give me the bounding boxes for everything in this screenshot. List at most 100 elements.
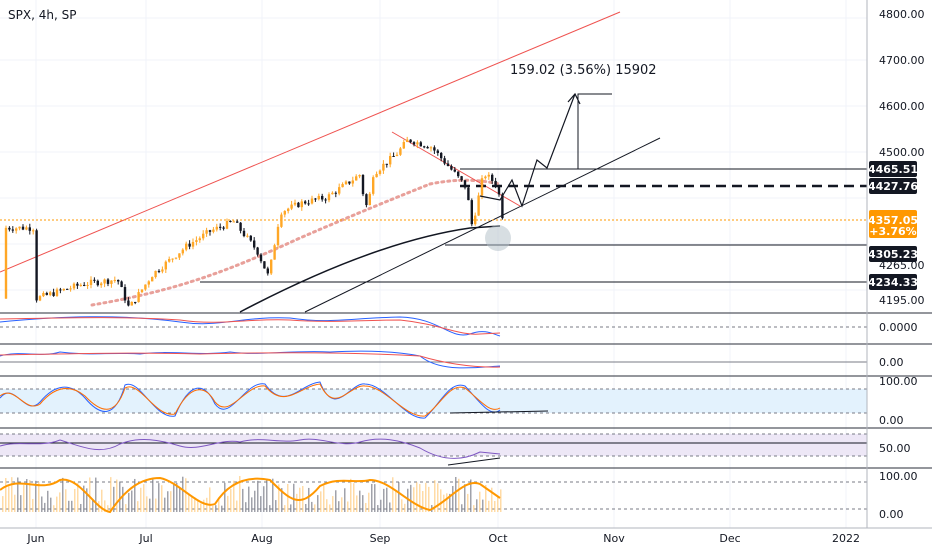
- candle-body: [229, 220, 232, 222]
- momentum-bar: [68, 500, 70, 512]
- momentum-bar: [446, 493, 448, 512]
- candle-body: [429, 147, 433, 149]
- momentum-bar: [5, 477, 7, 512]
- momentum-bar: [176, 482, 178, 512]
- measure-tool[interactable]: [577, 93, 612, 169]
- momentum-bar: [329, 504, 331, 512]
- candle-body: [147, 281, 150, 285]
- momentum-bar: [461, 504, 463, 512]
- candle-body: [242, 230, 246, 237]
- momentum-bar: [47, 490, 49, 512]
- osc1-fast-line: [0, 316, 501, 337]
- momentum-bar: [383, 488, 385, 512]
- momentum-bar: [215, 505, 217, 512]
- x-tick-label: Jul: [138, 532, 152, 545]
- momentum-bar: [185, 478, 187, 512]
- candle-body: [49, 292, 52, 295]
- x-tick-label: Sep: [370, 532, 391, 545]
- momentum-bar: [86, 488, 88, 512]
- momentum-bar: [230, 489, 232, 512]
- trend-line-lower[interactable]: [304, 137, 661, 313]
- candles: [4, 136, 504, 307]
- candle-body: [144, 284, 147, 290]
- candle-body: [382, 163, 385, 171]
- momentum-bar: [425, 482, 427, 512]
- candle-body: [15, 228, 18, 231]
- price-axis[interactable]: 4800.00 4700.00 4600.00 4500.00 4265.00 …: [866, 0, 925, 528]
- candle-body: [140, 289, 144, 293]
- candle-body: [378, 170, 382, 174]
- candle-body: [484, 176, 487, 179]
- candle-body: [266, 268, 269, 274]
- candle-body: [93, 279, 96, 281]
- candle-body: [32, 230, 35, 232]
- momentum-bar: [41, 496, 43, 512]
- candle-body: [355, 176, 358, 181]
- momentum-bar: [155, 498, 157, 512]
- candle-body: [487, 174, 490, 177]
- candle-body: [368, 193, 371, 206]
- candle-body: [96, 280, 99, 286]
- price-tag: [869, 246, 917, 262]
- momentum-bar: [470, 479, 472, 512]
- momentum-bar: [146, 496, 148, 512]
- momentum-bar: [389, 502, 391, 512]
- momentum-bar: [11, 477, 13, 512]
- momentum-bar: [323, 485, 325, 512]
- momentum-bar: [272, 478, 274, 512]
- oscillator-1-pane: [0, 316, 867, 337]
- projection-path[interactable]: [479, 93, 576, 208]
- candle-body: [66, 288, 69, 290]
- momentum-bar: [482, 499, 484, 512]
- momentum-bar: [113, 486, 115, 512]
- momentum-bar: [344, 488, 346, 512]
- price-tags: 4465.51 4427.76 4357.05+3.76% 4305.23 4234.3…: [868, 161, 918, 290]
- y-tick-label: 4265.00: [879, 259, 925, 272]
- stoch-trend-line: [449, 410, 549, 414]
- momentum-bar: [74, 488, 76, 512]
- momentum-bar: [500, 489, 502, 512]
- candle-body: [270, 259, 273, 274]
- candle-body: [440, 152, 443, 159]
- candle-body: [117, 279, 120, 282]
- candle-body: [327, 194, 331, 201]
- candle-body: [62, 288, 65, 291]
- y-tick-label: 4195.00: [879, 294, 925, 307]
- momentum-bar: [116, 479, 118, 512]
- momentum-bar: [179, 487, 181, 512]
- momentum-bar: [374, 484, 376, 512]
- momentum-bar: [401, 499, 403, 512]
- momentum-bar: [218, 498, 220, 512]
- x-tick-label: Dec: [719, 532, 740, 545]
- x-tick-label: Aug: [251, 532, 272, 545]
- momentum-bar: [380, 499, 382, 512]
- momentum-bar: [365, 502, 367, 512]
- momentum-bar: [407, 488, 409, 512]
- momentum-bar: [416, 482, 418, 512]
- momentum-bar: [254, 490, 256, 512]
- candle-body: [205, 230, 208, 234]
- osc2-slow-line: [0, 352, 501, 368]
- momentum-bar: [449, 493, 451, 512]
- time-axis[interactable]: Jun Jul Aug Sep Oct Nov Dec 2022: [0, 527, 932, 545]
- measure-annotation: 159.02 (3.56%) 15902: [510, 63, 657, 78]
- momentum-bar: [317, 495, 319, 512]
- momentum-bar: [65, 489, 67, 512]
- candle-body: [412, 142, 416, 145]
- candle-body: [123, 287, 127, 301]
- candle-body: [460, 176, 463, 181]
- candle-body: [171, 258, 174, 260]
- momentum-bar: [152, 479, 154, 512]
- momentum-bar: [491, 487, 493, 512]
- x-tick-label: Oct: [488, 532, 508, 545]
- price-tag: [869, 274, 917, 290]
- candle-body: [45, 292, 48, 295]
- momentum-bar: [233, 480, 235, 512]
- candle-body: [113, 279, 116, 281]
- momentum-bar: [14, 494, 16, 512]
- candle-body: [338, 187, 341, 194]
- channel-upper-line[interactable]: [0, 11, 621, 273]
- momentum-bar: [410, 484, 412, 512]
- candle-body: [426, 147, 429, 149]
